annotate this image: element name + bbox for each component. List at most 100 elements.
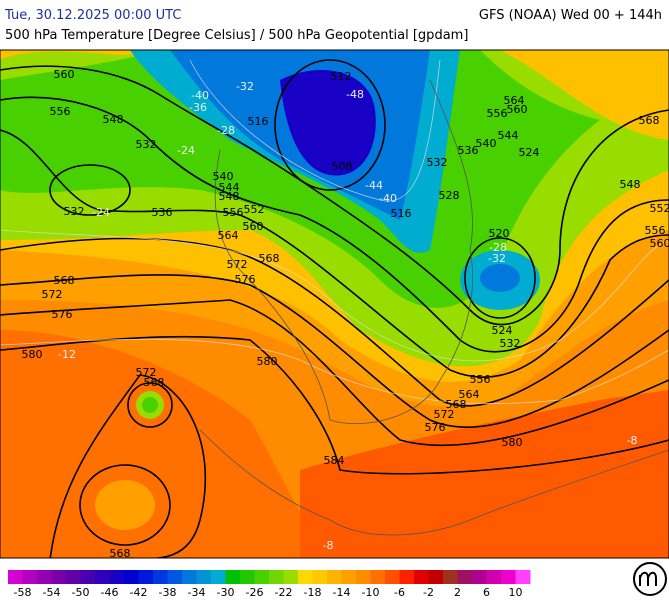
colorbar-segment <box>197 570 212 584</box>
height-label: 556 <box>645 224 666 237</box>
colorbar-segment <box>327 570 342 584</box>
height-label: 532 <box>136 138 157 151</box>
colorbar-segment <box>284 570 299 584</box>
colorbar-segment <box>110 570 125 584</box>
height-label: 580 <box>22 348 43 361</box>
colorbar-segment <box>240 570 255 584</box>
colorbar-tick-label: -38 <box>159 586 177 599</box>
colorbar-segment <box>487 570 502 584</box>
colorbar-segment <box>81 570 96 584</box>
height-label: 572 <box>227 258 248 271</box>
height-label: 576 <box>425 421 446 434</box>
colorbar-segment <box>429 570 444 584</box>
height-label: 564 <box>218 229 239 242</box>
height-label: 560 <box>650 237 669 250</box>
colorbar-segment <box>52 570 67 584</box>
colorbar-segment <box>356 570 371 584</box>
colorbar-segment <box>139 570 154 584</box>
height-label: 556 <box>223 206 244 219</box>
height-label: 584 <box>324 454 345 467</box>
temperature-label: -24 <box>177 144 195 157</box>
temperature-label: -36 <box>189 101 207 114</box>
temperature-label: -28 <box>217 124 235 137</box>
colorbar-segment <box>342 570 357 584</box>
colorbar-segment <box>211 570 226 584</box>
height-label: 564 <box>504 94 525 107</box>
temperature-label: -40 <box>379 192 397 205</box>
height-label: 568 <box>144 376 165 389</box>
temperature-label: -8 <box>323 539 334 552</box>
height-label: 580 <box>502 436 523 449</box>
colorbar-segment <box>124 570 139 584</box>
colorbar-segment <box>269 570 284 584</box>
height-label: 552 <box>244 203 265 216</box>
height-label: 576 <box>52 308 73 321</box>
colorbar-segment <box>400 570 415 584</box>
height-label: 508 <box>332 160 353 173</box>
colorbar-tick-label: 6 <box>483 586 490 599</box>
height-label: 548 <box>103 113 124 126</box>
colorbar-segment <box>37 570 52 584</box>
height-label: 544 <box>498 129 519 142</box>
height-label: 532 <box>500 337 521 350</box>
temperature-label: -44 <box>365 179 383 192</box>
height-label: 556 <box>487 107 508 120</box>
temperature-label: -12 <box>58 348 76 361</box>
height-label: 572 <box>434 408 455 421</box>
colorbar-segment <box>168 570 183 584</box>
height-label: 528 <box>439 189 460 202</box>
header-model: GFS (NOAA) Wed 00 + 144h <box>479 8 662 23</box>
height-label: 540 <box>476 137 497 150</box>
colorbar-segment <box>255 570 270 584</box>
temperature-label: -8 <box>627 434 638 447</box>
colorbar-segment <box>8 570 23 584</box>
colorbar-tick-label: -46 <box>101 586 119 599</box>
height-label: 536 <box>152 206 173 219</box>
temperature-label: -28 <box>489 241 507 254</box>
colorbar-segment <box>153 570 168 584</box>
colorbar-segment <box>23 570 38 584</box>
height-label: 532 <box>64 205 85 218</box>
colorbar-tick-label: -58 <box>14 586 32 599</box>
colorbar-tick-label: -30 <box>217 586 235 599</box>
colorbar-segment <box>226 570 241 584</box>
height-label: 576 <box>235 273 256 286</box>
colorbar-tick-label: -6 <box>394 586 405 599</box>
colorbar: -58-54-50-46-42-38-34-30-26-22-18-14-10-… <box>8 570 531 599</box>
height-label: 556 <box>470 373 491 386</box>
colorbar-segment <box>95 570 110 584</box>
height-label: 512 <box>331 70 352 83</box>
height-label: 520 <box>489 227 510 240</box>
header-subtitle: 500 hPa Temperature [Degree Celsius] / 5… <box>5 28 468 43</box>
colorbar-tick-label: -14 <box>333 586 351 599</box>
colorbar-segment <box>414 570 429 584</box>
colorbar-segment <box>313 570 328 584</box>
header-date: Tue, 30.12.2025 00:00 UTC <box>4 8 181 23</box>
height-label: 560 <box>54 68 75 81</box>
colorbar-tick-label: 2 <box>454 586 461 599</box>
colorbar-segment <box>182 570 197 584</box>
colorbar-tick-label: -2 <box>423 586 434 599</box>
height-label: 524 <box>519 146 540 159</box>
height-label: 572 <box>42 288 63 301</box>
colorbar-tick-label: -34 <box>188 586 206 599</box>
height-label: 516 <box>248 115 269 128</box>
temperature-label: -32 <box>236 80 254 93</box>
colorbar-segment <box>298 570 313 584</box>
colorbar-tick-label: -10 <box>362 586 380 599</box>
height-label: 568 <box>54 274 75 287</box>
temperature-label: -48 <box>346 88 364 101</box>
height-label: 556 <box>50 105 71 118</box>
height-label: 532 <box>427 156 448 169</box>
colorbar-tick-label: 10 <box>509 586 523 599</box>
height-label: 548 <box>620 178 641 191</box>
temperature-label: -24 <box>92 206 110 219</box>
colorbar-tick-label: -22 <box>275 586 293 599</box>
height-label: 580 <box>257 355 278 368</box>
colorbar-tick-label: -54 <box>43 586 61 599</box>
cold-pocket <box>95 480 155 530</box>
height-label: 524 <box>492 324 513 337</box>
logo <box>634 563 666 595</box>
height-label: 516 <box>391 207 412 220</box>
